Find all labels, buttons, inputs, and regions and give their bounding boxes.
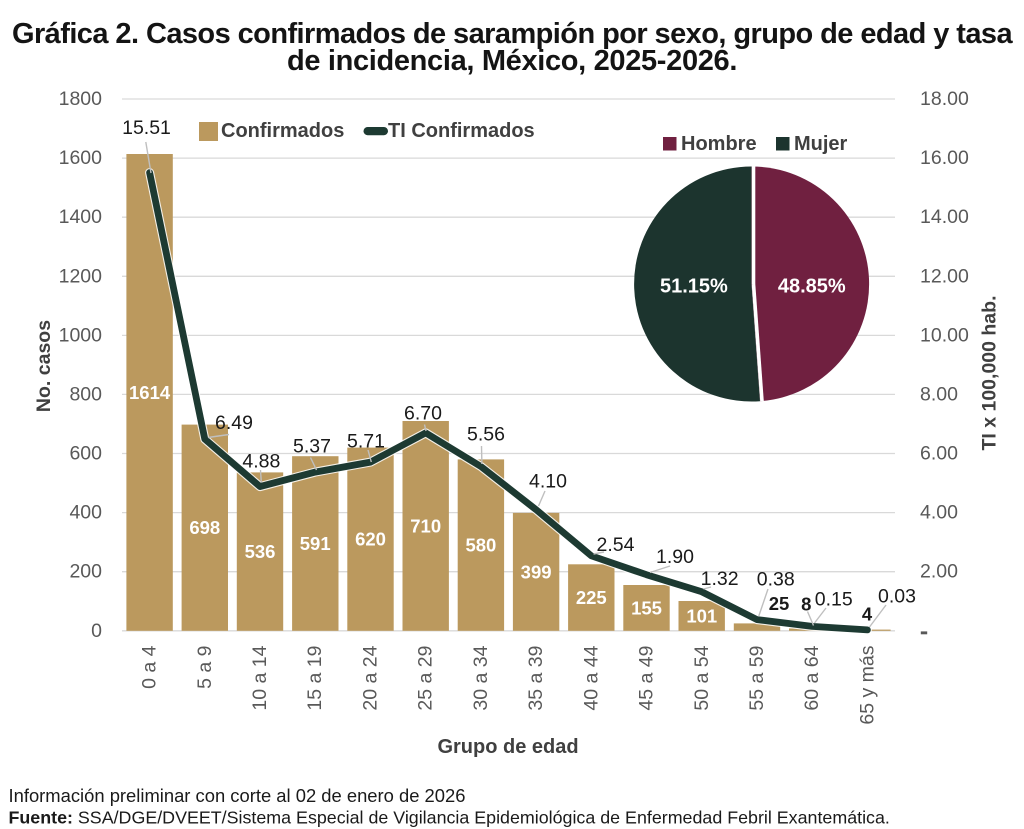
svg-text:48.85%: 48.85% xyxy=(778,276,846,298)
svg-text:800: 800 xyxy=(69,383,102,405)
svg-text:400: 400 xyxy=(69,502,102,524)
svg-text:Confirmados: Confirmados xyxy=(221,120,344,142)
svg-text:Información preliminar con cor: Información preliminar con corte al 02 d… xyxy=(9,785,466,806)
svg-text:14.00: 14.00 xyxy=(920,206,969,228)
svg-text:620: 620 xyxy=(355,529,386,550)
svg-text:225: 225 xyxy=(576,587,607,608)
svg-text:1.32: 1.32 xyxy=(701,568,739,590)
svg-text:5.37: 5.37 xyxy=(293,436,331,458)
svg-text:1400: 1400 xyxy=(59,206,103,228)
svg-text:101: 101 xyxy=(686,605,717,626)
svg-text:0.03: 0.03 xyxy=(878,586,916,608)
svg-text:25: 25 xyxy=(769,593,790,614)
svg-text:698: 698 xyxy=(189,517,220,538)
svg-text:10.00: 10.00 xyxy=(920,324,969,346)
svg-text:18.00: 18.00 xyxy=(920,88,969,110)
svg-text:8.00: 8.00 xyxy=(920,383,958,405)
svg-text:10 a 14: 10 a 14 xyxy=(249,645,271,710)
svg-text:60 a 64: 60 a 64 xyxy=(801,645,823,710)
svg-text:51.15%: 51.15% xyxy=(660,276,728,298)
svg-text:50 a 54: 50 a 54 xyxy=(691,645,713,710)
svg-text:35 a 39: 35 a 39 xyxy=(525,646,547,711)
svg-text:TI Confirmados: TI Confirmados xyxy=(388,120,535,142)
svg-text:30 a 34: 30 a 34 xyxy=(470,645,492,710)
svg-text:6.70: 6.70 xyxy=(404,403,442,425)
svg-text:No. casos: No. casos xyxy=(33,320,55,412)
svg-text:0.38: 0.38 xyxy=(757,568,795,590)
svg-text:4.00: 4.00 xyxy=(920,502,958,524)
svg-text:45 a 49: 45 a 49 xyxy=(636,646,658,711)
svg-text:Fuente: SSA/DGE/DVEET/Sistema: Fuente: SSA/DGE/DVEET/Sistema Especial d… xyxy=(9,808,890,828)
svg-text:6.49: 6.49 xyxy=(215,412,253,434)
svg-text:4: 4 xyxy=(862,604,873,625)
svg-text:2.54: 2.54 xyxy=(597,534,635,556)
svg-text:0.15: 0.15 xyxy=(815,589,853,611)
svg-text:Grupo de edad: Grupo de edad xyxy=(437,736,578,758)
svg-text:40 a 44: 40 a 44 xyxy=(580,645,602,710)
svg-text:399: 399 xyxy=(521,561,552,582)
svg-text:Gráfica 2. Casos confirmados d: Gráfica 2. Casos confirmados de sarampió… xyxy=(12,18,1013,50)
svg-text:591: 591 xyxy=(300,533,331,554)
svg-text:6.00: 6.00 xyxy=(920,443,958,465)
svg-text:de incidencia, México, 2025-20: de incidencia, México, 2025-2026. xyxy=(287,45,737,77)
svg-text:1200: 1200 xyxy=(59,265,103,287)
svg-text:15.51: 15.51 xyxy=(122,117,171,139)
svg-text:200: 200 xyxy=(69,561,102,583)
svg-text:0 a 4: 0 a 4 xyxy=(139,645,161,689)
svg-text:15 a 19: 15 a 19 xyxy=(304,646,326,711)
svg-text:580: 580 xyxy=(465,535,496,556)
svg-text:710: 710 xyxy=(410,515,441,536)
svg-text:20 a 24: 20 a 24 xyxy=(360,645,382,710)
svg-text:8: 8 xyxy=(801,594,811,615)
svg-text:1800: 1800 xyxy=(59,88,103,110)
svg-text:12.00: 12.00 xyxy=(920,265,969,287)
svg-text:5.56: 5.56 xyxy=(467,424,505,446)
svg-text:Hombre: Hombre xyxy=(681,133,757,155)
svg-text:55 a 59: 55 a 59 xyxy=(746,646,768,711)
svg-text:5.71: 5.71 xyxy=(347,430,385,452)
svg-text:4.88: 4.88 xyxy=(242,451,280,473)
svg-text:4.10: 4.10 xyxy=(529,471,567,493)
svg-text:600: 600 xyxy=(69,443,102,465)
svg-text:536: 536 xyxy=(245,541,276,562)
svg-text:1.90: 1.90 xyxy=(656,546,694,568)
svg-text:TI x 100,000 hab.: TI x 100,000 hab. xyxy=(979,295,1001,450)
svg-text:155: 155 xyxy=(631,597,662,618)
svg-text:16.00: 16.00 xyxy=(920,147,969,169)
svg-text:Mujer: Mujer xyxy=(794,133,848,155)
svg-text:1614: 1614 xyxy=(129,382,171,403)
svg-text:2.00: 2.00 xyxy=(920,561,958,583)
svg-text:1000: 1000 xyxy=(59,324,103,346)
svg-text:25 a 29: 25 a 29 xyxy=(415,646,437,711)
svg-text:1600: 1600 xyxy=(59,147,103,169)
svg-text:0: 0 xyxy=(91,620,102,642)
svg-text:5 a 9: 5 a 9 xyxy=(194,646,216,689)
svg-text:65 y más: 65 y más xyxy=(856,645,878,724)
